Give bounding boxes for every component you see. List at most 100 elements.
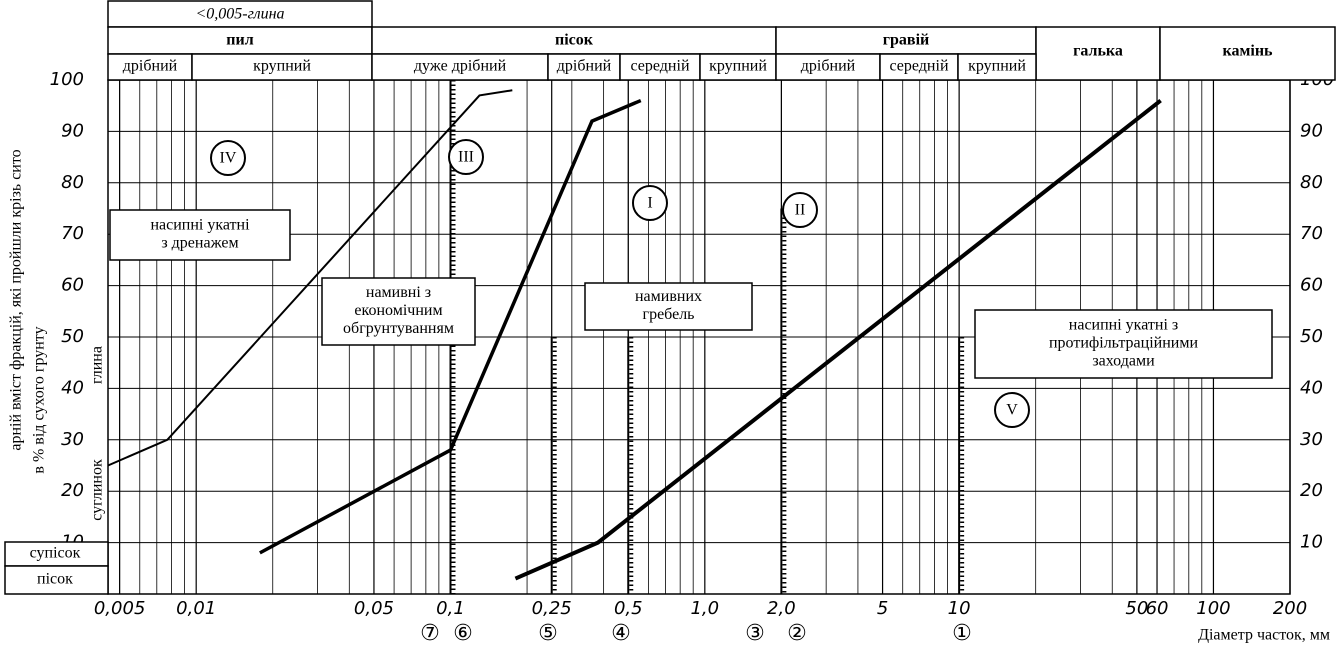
header-subgroup: крупний — [968, 58, 1026, 75]
x-tick-label: 100 — [1196, 598, 1230, 619]
side-label: глина — [89, 346, 106, 384]
annotation: протифільтраційними — [1049, 335, 1199, 352]
x-tick-label: 0,01 — [176, 598, 216, 619]
y-tick-label-right: 90 — [1300, 120, 1323, 141]
y-tick-label: 20 — [61, 480, 84, 501]
x-tick-label: 2,0 — [767, 598, 796, 619]
header-subgroup: дрібний — [123, 58, 178, 75]
y-tick-label: 40 — [61, 377, 84, 398]
header-cell — [107, 0, 373, 28]
region-circle — [782, 192, 818, 228]
header-subgroup: крупний — [709, 58, 767, 75]
y-tick-label-right: 50 — [1300, 326, 1323, 347]
curve — [514, 98, 1162, 581]
y-tick-label-right: 40 — [1300, 377, 1323, 398]
header-subgroup: дрібний — [557, 58, 612, 75]
boundary-label: ④ — [611, 621, 631, 646]
header-subgroup: середній — [890, 58, 949, 75]
curve — [259, 98, 642, 555]
y-tick-label: 90 — [61, 120, 84, 141]
y-tick-label-right: 80 — [1300, 172, 1323, 193]
boundary-label: ① — [952, 621, 972, 646]
region-circle — [210, 140, 246, 176]
x-tick-label: 0,25 — [532, 598, 572, 619]
header-cell — [1035, 26, 1161, 81]
y-tick-label: 30 — [61, 429, 84, 450]
y-tick-label-right: 20 — [1300, 480, 1323, 501]
x-tick-label: 50 — [1125, 598, 1148, 619]
boundary-label: ③ — [745, 621, 765, 646]
header-subgroup: крупний — [253, 58, 311, 75]
y-tick-label-right: 10 — [1300, 532, 1323, 553]
region-label: IV — [220, 150, 237, 167]
header-cell — [1159, 26, 1336, 81]
y-tick-label: 80 — [61, 172, 84, 193]
curve — [107, 89, 513, 467]
x-tick-label: 0,005 — [94, 598, 146, 619]
header-cell — [879, 53, 959, 81]
x-tick-label: 1,0 — [690, 598, 719, 619]
header-subgroup: середній — [631, 58, 690, 75]
annotation: насипні укатні з — [1069, 317, 1178, 334]
boundary-label: ② — [787, 621, 807, 646]
annotation-box — [321, 277, 476, 346]
annotation: з дренажем — [161, 235, 238, 252]
header-subgroup: дрібний — [801, 58, 856, 75]
annotation: гребель — [643, 306, 695, 323]
y-tick-label: 100 — [50, 69, 84, 90]
side-label: пісок — [37, 571, 73, 588]
header-cell — [775, 53, 881, 81]
annotation: насипні укатні — [150, 217, 250, 234]
y-title: арній вміст фракцій, які пройшли крізь с… — [8, 149, 25, 450]
header-cell — [107, 53, 193, 81]
header-group: гравій — [883, 32, 929, 49]
region-circle — [632, 185, 668, 221]
y-tick-label-right: 60 — [1300, 275, 1323, 296]
y-tick-label: 70 — [61, 223, 84, 244]
x-title: Діаметр часток, мм — [1198, 627, 1330, 644]
side-label: суглинок — [89, 459, 106, 521]
annotation-box — [584, 282, 753, 331]
region-label: III — [458, 149, 474, 166]
annotation: заходами — [1092, 353, 1155, 370]
header-group: пил — [226, 32, 253, 49]
region-circle — [448, 139, 484, 175]
header-cell — [191, 53, 373, 81]
x-tick-label: 10 — [948, 598, 971, 619]
y-tick-label: 60 — [61, 275, 84, 296]
header-subgroup: дуже дрібний — [414, 58, 507, 75]
side-label: супісок — [30, 545, 81, 562]
y-tick-label-right: 70 — [1300, 223, 1323, 244]
boundary-label: ⑤ — [538, 621, 558, 646]
side-box — [4, 565, 109, 595]
x-tick-label: 5 — [877, 598, 888, 619]
y-tick-label-right: 30 — [1300, 429, 1323, 450]
header-cell — [775, 26, 1037, 55]
header-group: галька — [1073, 43, 1123, 60]
annotation-box — [109, 209, 291, 261]
x-tick-label: 60 — [1146, 598, 1169, 619]
region-circle — [994, 392, 1030, 428]
x-tick-label: 200 — [1273, 598, 1307, 619]
header-cell — [957, 53, 1037, 81]
x-tick-label: 0,5 — [614, 598, 643, 619]
annotation: обгрунтуванням — [343, 320, 454, 337]
annotation: намивних — [635, 288, 702, 305]
x-tick-label: 0,1 — [436, 598, 465, 619]
boundary-label: ⑥ — [453, 621, 473, 646]
y-tick-label: 50 — [61, 326, 84, 347]
annotation: намивні з — [366, 284, 431, 301]
annotation: економічним — [354, 302, 442, 319]
region-label: V — [1006, 402, 1018, 419]
region-label: I — [647, 195, 652, 212]
header-cell — [371, 53, 549, 81]
x-tick-label: 0,05 — [354, 598, 394, 619]
region-label: II — [795, 202, 806, 219]
y-title: в % від сухого грунту — [31, 326, 48, 473]
header-group: камінь — [1223, 43, 1274, 60]
header-cell — [699, 53, 777, 81]
header-cell — [107, 26, 373, 55]
annotation-box — [974, 309, 1273, 379]
boundary-label: ⑦ — [420, 621, 440, 646]
